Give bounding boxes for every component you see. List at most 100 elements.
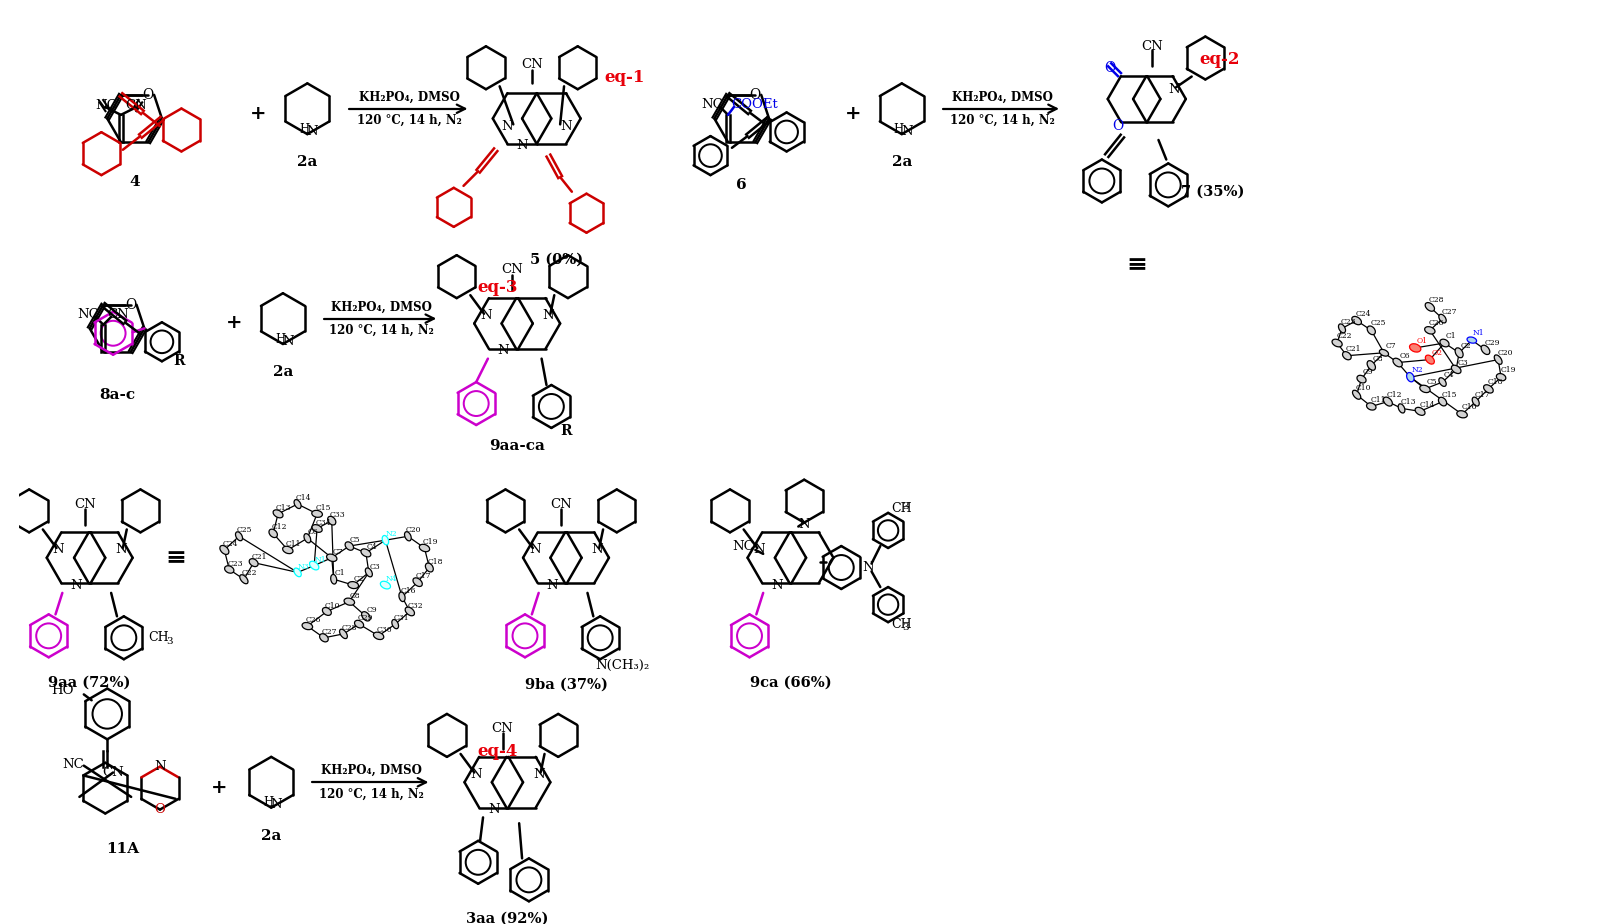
Text: 3: 3 [902, 623, 908, 632]
Text: C15: C15 [315, 504, 331, 512]
Ellipse shape [1367, 326, 1375, 334]
Text: CN: CN [491, 722, 514, 736]
Text: 2a: 2a [272, 365, 294, 379]
Text: CN: CN [102, 766, 123, 779]
Ellipse shape [345, 541, 354, 551]
Text: N: N [488, 803, 500, 816]
Text: N: N [470, 768, 482, 781]
Ellipse shape [272, 510, 282, 517]
Text: CH: CH [148, 631, 169, 644]
Text: O: O [749, 88, 761, 102]
Text: N1: N1 [315, 555, 326, 564]
Text: C15: C15 [1442, 391, 1457, 399]
Ellipse shape [328, 517, 336, 525]
Ellipse shape [1452, 365, 1461, 373]
Ellipse shape [1440, 339, 1448, 346]
Text: C18: C18 [1487, 378, 1504, 386]
Text: C19: C19 [1500, 366, 1515, 374]
Text: N: N [271, 798, 282, 811]
Ellipse shape [393, 619, 399, 628]
Text: 2a: 2a [261, 829, 281, 843]
Text: N2: N2 [1411, 366, 1422, 374]
Ellipse shape [347, 581, 358, 589]
Text: C8: C8 [350, 592, 360, 600]
Text: KH₂PO₄, DMSO: KH₂PO₄, DMSO [331, 300, 431, 313]
Text: CN: CN [107, 309, 130, 322]
Text: N1: N1 [1473, 329, 1484, 337]
Text: N: N [754, 543, 766, 556]
Text: C11: C11 [285, 541, 302, 548]
Ellipse shape [282, 546, 294, 553]
Text: C11: C11 [1371, 395, 1385, 404]
Text: 3aa (92%): 3aa (92%) [466, 912, 548, 924]
Ellipse shape [311, 525, 323, 532]
Text: C5: C5 [350, 536, 360, 544]
Ellipse shape [294, 568, 302, 577]
Text: N: N [307, 125, 318, 138]
Ellipse shape [373, 632, 384, 639]
Ellipse shape [311, 510, 323, 517]
Text: O: O [1105, 61, 1116, 75]
Text: C10: C10 [324, 602, 341, 610]
Text: C25: C25 [237, 527, 253, 534]
Text: N: N [498, 345, 509, 358]
Ellipse shape [1379, 349, 1388, 356]
Text: KH₂PO₄, DMSO: KH₂PO₄, DMSO [952, 91, 1053, 103]
Text: R: R [560, 424, 571, 438]
Ellipse shape [1419, 385, 1431, 393]
Text: +: + [250, 104, 266, 123]
Text: C25: C25 [1371, 320, 1385, 327]
Text: 8a-c: 8a-c [99, 388, 135, 402]
Text: N: N [770, 578, 783, 591]
Text: R: R [174, 354, 185, 369]
Text: N: N [1168, 83, 1179, 96]
Text: C6: C6 [1400, 352, 1410, 359]
Text: C26: C26 [1429, 320, 1445, 327]
Text: O: O [143, 88, 154, 102]
Text: C20: C20 [406, 527, 422, 534]
Text: 5 (0%): 5 (0%) [530, 253, 582, 267]
Ellipse shape [310, 561, 320, 570]
Text: C23: C23 [227, 560, 243, 567]
Text: NC: NC [96, 99, 117, 112]
Text: C16: C16 [1461, 404, 1476, 411]
Text: 7 (35%): 7 (35%) [1181, 185, 1244, 199]
Text: C27: C27 [323, 628, 337, 636]
Text: 11A: 11A [107, 842, 139, 856]
Text: C1: C1 [334, 569, 345, 578]
Text: 9ca (66%): 9ca (66%) [749, 675, 832, 689]
Text: C2: C2 [1461, 342, 1471, 350]
Ellipse shape [1410, 344, 1421, 352]
Text: C10: C10 [1356, 383, 1371, 392]
Text: C32: C32 [407, 602, 423, 610]
Ellipse shape [365, 568, 373, 577]
Text: COOEt: COOEt [732, 98, 777, 111]
Text: C33: C33 [329, 511, 345, 518]
Text: C16: C16 [401, 587, 415, 595]
Text: C27: C27 [1442, 308, 1457, 316]
Ellipse shape [380, 581, 391, 589]
Text: N4: N4 [386, 576, 397, 583]
Text: C6: C6 [308, 529, 318, 536]
Text: NC: NC [733, 540, 754, 553]
Text: 9aa-ca: 9aa-ca [490, 439, 545, 453]
Text: C21: C21 [251, 553, 268, 561]
Text: O: O [154, 803, 165, 816]
Text: N: N [480, 310, 491, 322]
Text: O: O [125, 298, 136, 311]
Ellipse shape [1338, 324, 1346, 333]
Text: 3: 3 [165, 638, 172, 646]
Ellipse shape [425, 563, 433, 572]
Text: C13: C13 [276, 504, 292, 512]
Text: C9: C9 [1362, 369, 1374, 376]
Text: N: N [70, 578, 81, 591]
Text: 2a: 2a [892, 155, 912, 169]
Ellipse shape [404, 531, 412, 541]
Ellipse shape [240, 575, 248, 584]
Text: C2: C2 [354, 576, 365, 583]
Text: +: + [845, 104, 861, 123]
Text: C28: C28 [342, 624, 357, 632]
Ellipse shape [406, 607, 415, 615]
Text: C24: C24 [1356, 310, 1371, 318]
Text: O2: O2 [1431, 348, 1442, 357]
